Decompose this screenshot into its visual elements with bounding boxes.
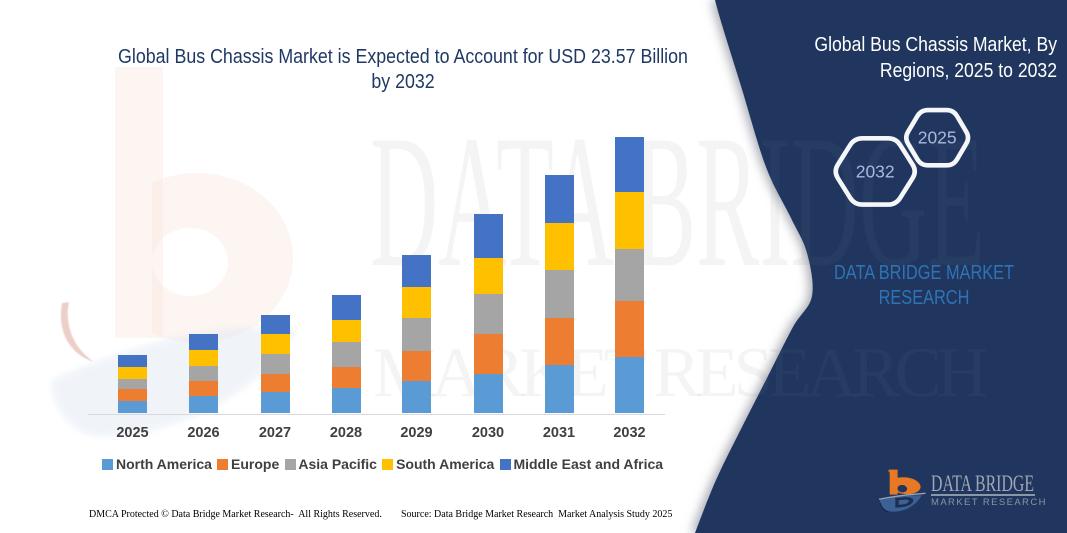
svg-text:2025: 2025 <box>918 128 957 148</box>
svg-text:2032: 2032 <box>856 162 895 182</box>
svg-text:MARKET RESEARCH: MARKET RESEARCH <box>373 334 988 412</box>
